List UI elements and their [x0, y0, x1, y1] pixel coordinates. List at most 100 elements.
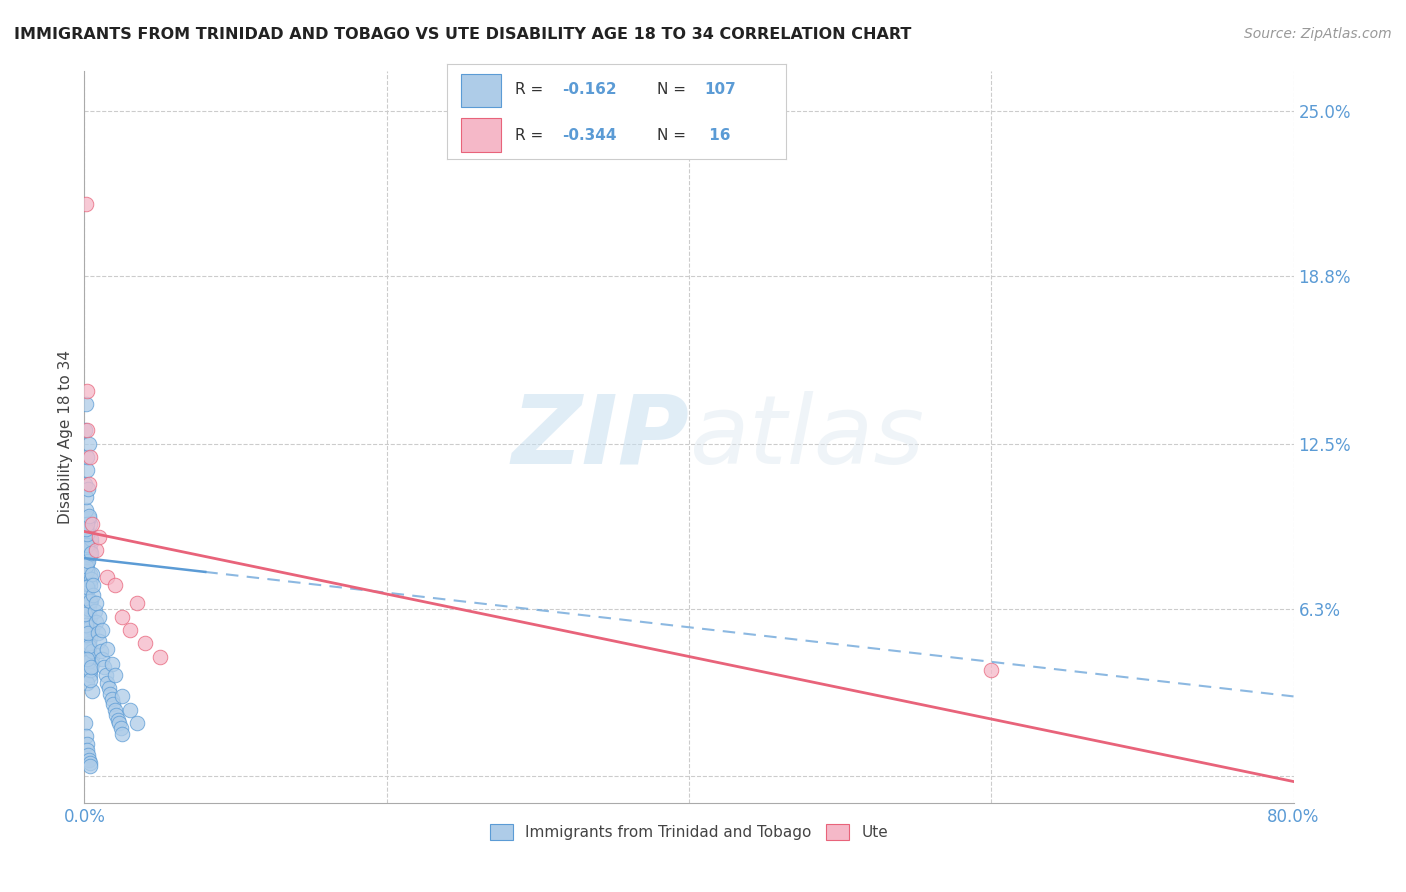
Point — [76, 652, 98, 666]
Point — [127, 716, 149, 731]
Point — [91, 652, 114, 666]
Point — [75, 559, 97, 574]
Point — [75, 551, 97, 566]
Point — [76, 580, 98, 594]
Text: Source: ZipAtlas.com: Source: ZipAtlas.com — [1244, 27, 1392, 41]
Point — [79, 620, 101, 634]
Point — [79, 609, 101, 624]
Point — [111, 690, 134, 704]
Point — [77, 641, 100, 656]
Point — [96, 641, 118, 656]
Point — [80, 623, 103, 637]
Point — [79, 631, 101, 645]
Point — [77, 655, 100, 669]
Point — [77, 753, 100, 767]
Point — [96, 676, 118, 690]
Point — [75, 617, 97, 632]
Legend: Immigrants from Trinidad and Tobago, Ute: Immigrants from Trinidad and Tobago, Ute — [484, 818, 894, 847]
Point — [80, 573, 103, 587]
Point — [76, 527, 98, 541]
Point — [79, 756, 101, 770]
Point — [76, 538, 98, 552]
Point — [77, 636, 100, 650]
Point — [89, 633, 111, 648]
Point — [86, 596, 108, 610]
Point — [80, 660, 103, 674]
Point — [80, 567, 103, 582]
Point — [79, 567, 101, 582]
Point — [77, 625, 100, 640]
Point — [77, 747, 100, 762]
Point — [80, 644, 103, 658]
Point — [76, 612, 98, 626]
Text: IMMIGRANTS FROM TRINIDAD AND TOBAGO VS UTE DISABILITY AGE 18 TO 34 CORRELATION C: IMMIGRANTS FROM TRINIDAD AND TOBAGO VS U… — [14, 27, 911, 42]
Point — [107, 714, 129, 728]
Point — [77, 436, 100, 450]
Point — [77, 596, 100, 610]
Point — [79, 516, 101, 531]
Point — [111, 609, 134, 624]
Point — [79, 450, 101, 464]
Point — [76, 516, 98, 531]
Point — [76, 450, 98, 464]
Point — [75, 607, 97, 621]
Point — [980, 663, 1002, 677]
Point — [98, 687, 121, 701]
Point — [79, 663, 101, 677]
Point — [77, 482, 100, 496]
Text: ZIP: ZIP — [510, 391, 689, 483]
Point — [75, 197, 97, 211]
Point — [77, 524, 100, 539]
Point — [75, 490, 97, 504]
Point — [76, 463, 98, 477]
Point — [75, 541, 97, 555]
Point — [87, 625, 110, 640]
Point — [79, 673, 101, 688]
Point — [75, 582, 97, 597]
Point — [75, 397, 97, 411]
Point — [76, 742, 98, 756]
Point — [100, 657, 122, 672]
Point — [79, 668, 101, 682]
Point — [75, 729, 97, 743]
Point — [80, 684, 103, 698]
Point — [100, 692, 122, 706]
Point — [104, 668, 127, 682]
Point — [79, 549, 101, 563]
Point — [76, 737, 98, 751]
Point — [80, 535, 103, 549]
Point — [80, 593, 103, 607]
Point — [82, 588, 104, 602]
Point — [77, 601, 100, 615]
Point — [104, 703, 127, 717]
Point — [75, 585, 97, 599]
Point — [118, 623, 141, 637]
Point — [79, 577, 101, 591]
Point — [80, 533, 103, 547]
Point — [77, 554, 100, 568]
Point — [77, 639, 100, 653]
Point — [79, 543, 101, 558]
Point — [118, 703, 141, 717]
Point — [76, 565, 98, 579]
Point — [75, 604, 97, 618]
Point — [79, 758, 101, 772]
Point — [80, 516, 103, 531]
Point — [101, 698, 124, 712]
Point — [93, 660, 115, 674]
Y-axis label: Disability Age 18 to 34: Disability Age 18 to 34 — [58, 350, 73, 524]
Point — [77, 476, 100, 491]
Point — [77, 511, 100, 525]
Point — [75, 716, 97, 731]
Point — [80, 649, 103, 664]
Point — [96, 570, 118, 584]
Point — [76, 384, 98, 398]
Point — [86, 543, 108, 558]
Point — [90, 644, 112, 658]
Point — [105, 708, 128, 723]
Point — [94, 668, 117, 682]
Point — [77, 580, 100, 594]
Point — [104, 577, 127, 591]
Point — [80, 657, 103, 672]
Point — [86, 615, 108, 629]
